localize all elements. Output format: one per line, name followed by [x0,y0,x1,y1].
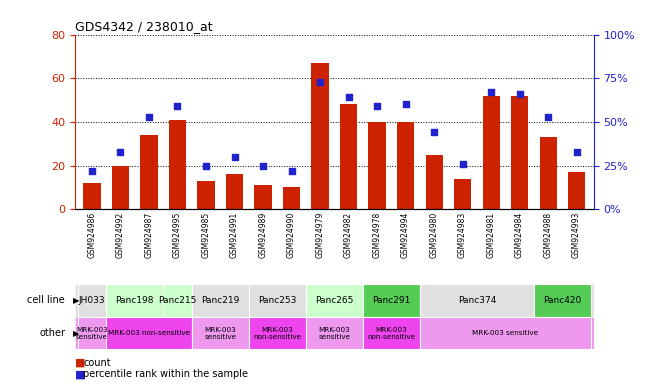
Text: Panc374: Panc374 [458,296,496,305]
Text: GDS4342 / 238010_at: GDS4342 / 238010_at [75,20,212,33]
Point [315,79,326,85]
Bar [283,187,300,209]
Point [201,162,211,169]
Point [115,149,126,155]
Bar [363,284,420,317]
Bar [540,137,557,209]
Bar [169,120,186,209]
Bar [397,122,414,209]
Bar [306,284,363,317]
Bar [534,284,591,317]
Point [400,101,411,108]
Bar [420,284,534,317]
Bar [77,317,106,349]
Point [286,168,297,174]
Text: JH033: JH033 [79,296,105,305]
Bar [426,155,443,209]
Text: Panc291: Panc291 [372,296,411,305]
Text: MRK-003
non-sensitive: MRK-003 non-sensitive [367,327,415,339]
Bar [340,104,357,209]
Bar [77,284,106,317]
Text: Panc219: Panc219 [201,296,240,305]
Text: ■: ■ [75,369,85,379]
Text: count: count [83,358,111,368]
Bar [311,63,329,209]
Text: ■: ■ [75,358,85,368]
Bar [163,284,192,317]
Text: Panc420: Panc420 [543,296,581,305]
Point [514,91,525,97]
Text: ▶: ▶ [73,296,79,305]
Bar [192,317,249,349]
Bar [249,284,306,317]
Text: percentile rank within the sample: percentile rank within the sample [83,369,248,379]
Bar [249,317,306,349]
Text: MRK-003 sensitive: MRK-003 sensitive [472,330,538,336]
Text: MRK-003
sensitive: MRK-003 sensitive [204,327,236,339]
Bar [226,174,243,209]
Bar [197,181,215,209]
Bar [255,185,271,209]
Bar [368,122,385,209]
Bar [482,96,499,209]
Point [458,161,468,167]
Text: MRK-003
sensitive: MRK-003 sensitive [76,327,108,339]
Point [429,129,439,136]
Bar [106,284,163,317]
Bar [141,135,158,209]
Point [543,114,553,120]
Point [486,89,496,95]
Text: Panc198: Panc198 [115,296,154,305]
Text: ▶: ▶ [73,329,79,338]
Text: MRK-003 non-sensitive: MRK-003 non-sensitive [108,330,190,336]
Bar [83,183,100,209]
Text: Panc265: Panc265 [315,296,353,305]
Bar [106,317,192,349]
Bar [363,317,420,349]
Bar [306,317,363,349]
Bar [454,179,471,209]
Point [372,103,382,109]
Point [258,162,268,169]
Text: other: other [39,328,65,338]
Bar [568,172,585,209]
Bar [192,284,249,317]
Bar [112,166,129,209]
Bar [420,317,591,349]
Text: Panc253: Panc253 [258,296,296,305]
Text: cell line: cell line [27,295,65,306]
Point [229,154,240,160]
Text: MRK-003
non-sensitive: MRK-003 non-sensitive [253,327,301,339]
Point [173,103,183,109]
Point [572,149,582,155]
Point [87,168,97,174]
Text: Panc215: Panc215 [158,296,197,305]
Bar [511,96,528,209]
Point [144,114,154,120]
Text: MRK-003
sensitive: MRK-003 sensitive [318,327,350,339]
Point [343,94,353,101]
